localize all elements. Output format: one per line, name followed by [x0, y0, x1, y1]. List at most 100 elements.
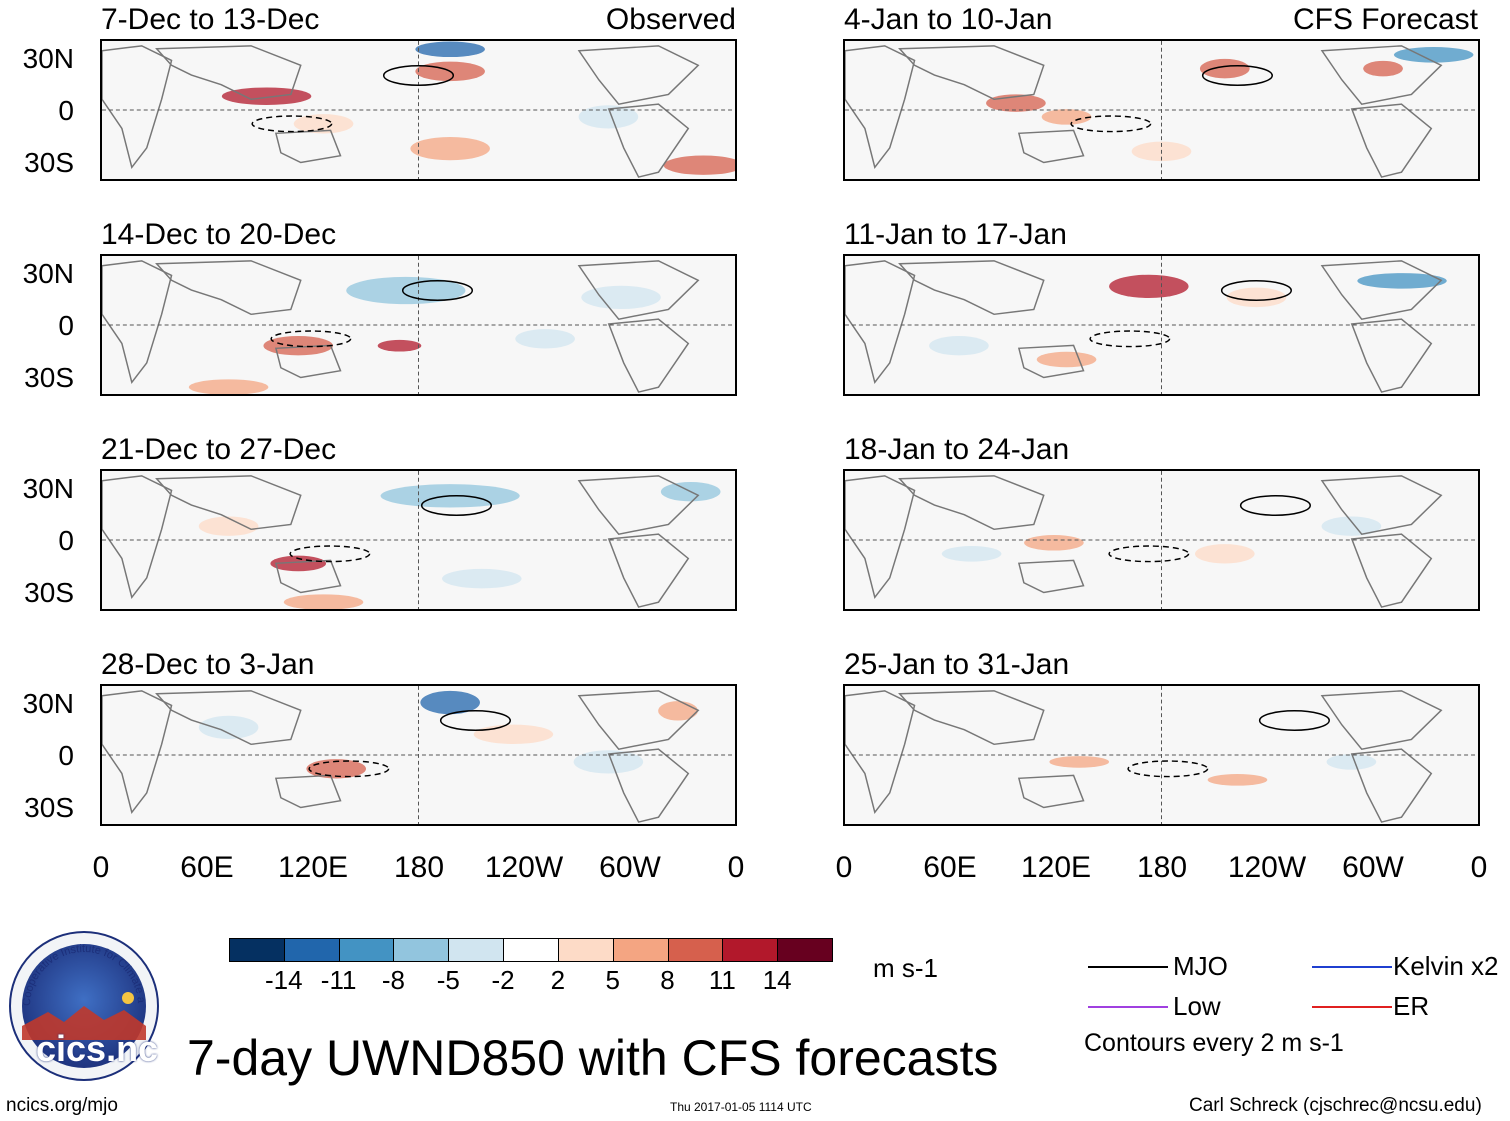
- anomaly-blob: [929, 335, 989, 356]
- lon-label: 120W: [484, 851, 564, 884]
- anomaly-blob: [1321, 516, 1382, 536]
- colorbar-segment: [667, 938, 724, 962]
- cics-logo-graphic: Cooperative Institute for Climate and Sa…: [4, 921, 159, 1081]
- lon-label: 0: [92, 851, 110, 884]
- mjo-contour: [1239, 495, 1311, 516]
- lat-label-eq: 0: [58, 95, 74, 126]
- coastline: [845, 260, 916, 385]
- lat-label-30s: 30S: [24, 792, 74, 823]
- lat-label-30n: 30N: [22, 43, 74, 74]
- colorbar-segment: [283, 938, 340, 962]
- site-url[interactable]: ncics.org/mjo: [6, 1095, 118, 1116]
- colorbar-tick-label: -2: [491, 965, 515, 995]
- lat-label-30n: 30N: [22, 688, 74, 719]
- coastline: [607, 748, 690, 823]
- coastline: [155, 690, 302, 746]
- anomaly-blob: [663, 155, 735, 175]
- mjo-contour: [382, 65, 455, 86]
- coastline: [607, 318, 690, 393]
- anomaly-blob: [1363, 60, 1403, 77]
- map-panel-obs-4: [100, 684, 737, 826]
- anomaly-blob: [581, 285, 661, 310]
- colorbar-segment: [503, 938, 559, 962]
- coastline: [898, 475, 1045, 531]
- anomaly-blob: [306, 759, 367, 779]
- logo-text: cics.nc: [36, 1028, 159, 1069]
- map-panel-fcst-3: [843, 469, 1480, 611]
- anomaly-blob: [377, 339, 422, 352]
- coastline: [102, 45, 173, 170]
- panel-title-obs-2: 14-Dec to 20-Dec: [101, 218, 337, 251]
- contour-note: Contours every 2 m s-1: [1084, 1029, 1344, 1057]
- lon-label: 120E: [1020, 851, 1092, 884]
- coastline: [274, 129, 342, 164]
- anomaly-blob: [1041, 109, 1092, 125]
- anomaly-blob: [1036, 351, 1097, 368]
- mjo-contour: [1070, 115, 1152, 133]
- colorbar-segment: [393, 938, 450, 962]
- map-panel-fcst-1: [843, 39, 1480, 181]
- panel-title-obs-1: 7-Dec to 13-Dec: [101, 3, 320, 36]
- map-svg-fcst-2: [845, 256, 1478, 394]
- map-panel-fcst-2: [843, 254, 1480, 396]
- anomaly-blob: [941, 546, 1002, 562]
- figure-title: 7-day UWND850 with CFS forecasts: [187, 1030, 999, 1086]
- anomaly-blob: [188, 379, 269, 394]
- coastline: [102, 690, 173, 815]
- coastline: [1320, 690, 1443, 750]
- lat-label-30s: 30S: [24, 147, 74, 178]
- coastline: [577, 260, 700, 320]
- coastline: [607, 103, 690, 178]
- mjo-contour: [251, 115, 333, 133]
- coastline: [607, 533, 690, 608]
- coastline: [102, 475, 173, 600]
- anomaly-blob: [515, 329, 575, 349]
- lon-label: 0: [727, 851, 745, 884]
- map-svg-fcst-4: [845, 686, 1478, 824]
- lon-label: 0: [835, 851, 853, 884]
- lat-label-30s: 30S: [24, 362, 74, 393]
- lon-label: 60E: [923, 851, 977, 884]
- anomaly-blob: [410, 136, 490, 161]
- colorbar-tick-label: -11: [320, 965, 357, 995]
- colorbar-segment: [722, 938, 779, 962]
- colorbar-tick-label: 11: [708, 965, 736, 995]
- anomaly-blob: [415, 41, 485, 58]
- mjo-contour: [1108, 545, 1190, 563]
- map-svg-obs-3: [102, 471, 735, 609]
- panel-title-fcst-3: 18-Jan to 24-Jan: [844, 433, 1070, 466]
- anomaly-blob: [573, 750, 644, 774]
- coastline: [1017, 129, 1085, 164]
- cics-logo: Cooperative Institute for Climate and Sa…: [4, 921, 160, 1082]
- map-panel-obs-2: [100, 254, 737, 396]
- colorbar-tick-label: -14: [265, 965, 303, 995]
- coastline: [1350, 318, 1433, 393]
- coastline: [1320, 45, 1443, 105]
- map-panel-fcst-4: [843, 684, 1480, 826]
- map-svg-obs-4: [102, 686, 735, 824]
- anomaly-blob: [658, 701, 698, 721]
- colorbar-segment: [448, 938, 505, 962]
- anomaly-blob: [346, 276, 466, 305]
- colorbar-tick-label: 2: [550, 965, 566, 995]
- anomaly-blob: [1393, 47, 1474, 63]
- coastline: [577, 690, 700, 750]
- coastline: [898, 260, 1045, 316]
- lon-label: 60E: [180, 851, 234, 884]
- coastline: [1017, 559, 1085, 594]
- map-svg-obs-2: [102, 256, 735, 394]
- anomaly-blob: [1226, 287, 1287, 308]
- coastline: [1320, 260, 1443, 320]
- coastline: [1350, 103, 1433, 178]
- panel-title-obs-3: 21-Dec to 27-Dec: [101, 433, 337, 466]
- coastline: [845, 475, 916, 600]
- map-svg-fcst-1: [845, 41, 1478, 179]
- anomaly-blob: [198, 715, 259, 740]
- lat-label-30n: 30N: [22, 473, 74, 504]
- legend-line-mjo: [1088, 966, 1168, 968]
- mjo-contour: [401, 280, 474, 301]
- colorbar-segment: [557, 938, 614, 962]
- mjo-contour: [1220, 280, 1292, 301]
- legend-label-low: Low: [1173, 991, 1221, 1021]
- legend-line-er: [1312, 1006, 1392, 1008]
